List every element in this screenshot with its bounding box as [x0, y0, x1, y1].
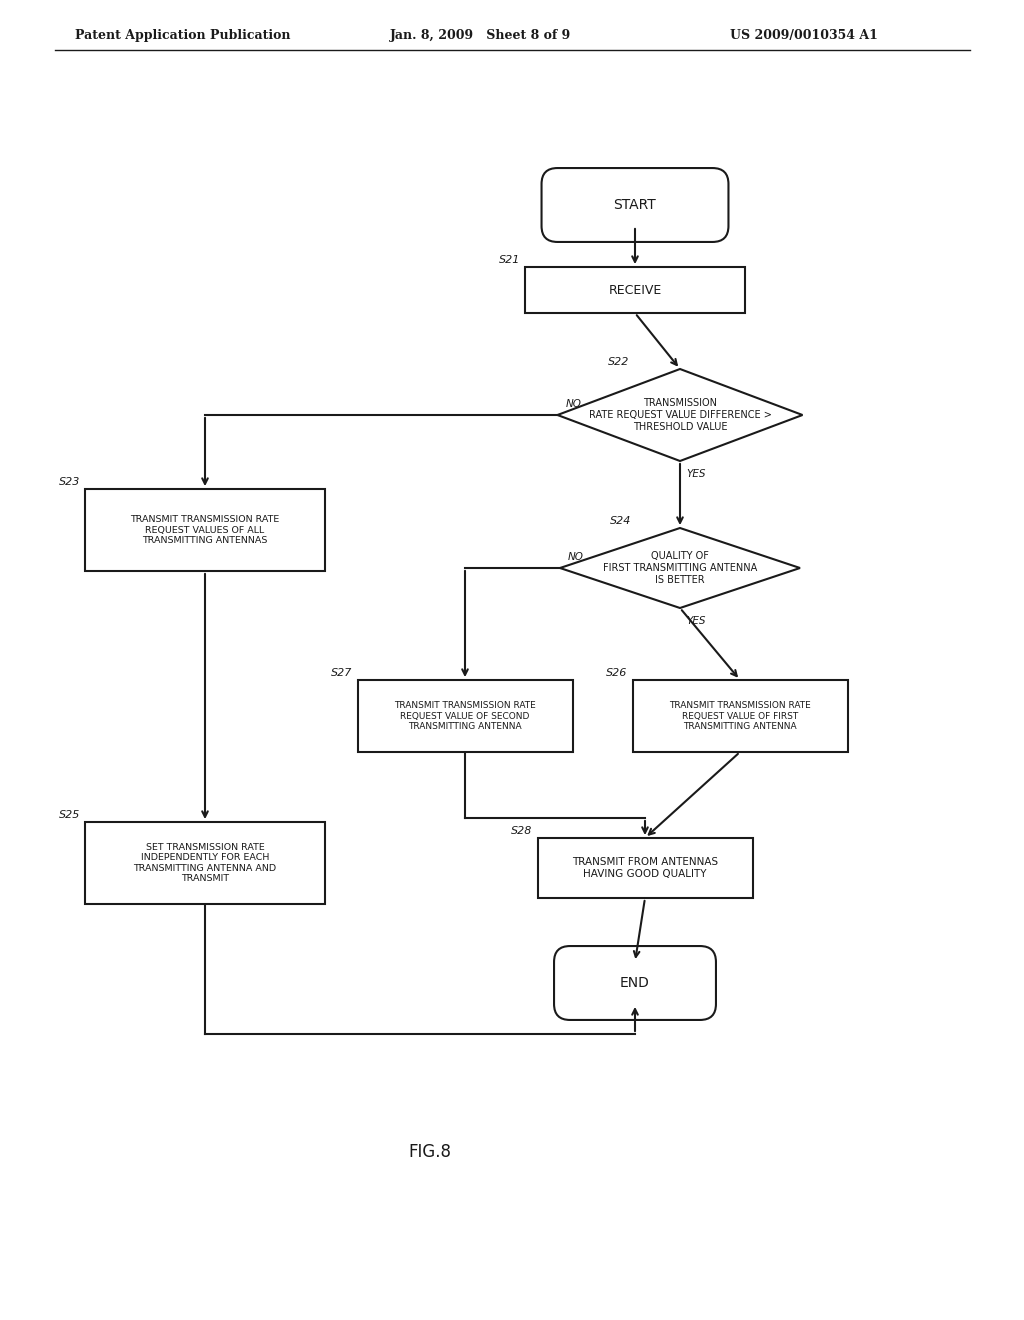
Text: RECEIVE: RECEIVE	[608, 284, 662, 297]
Text: NO: NO	[568, 552, 584, 562]
Text: S27: S27	[331, 668, 352, 678]
Text: S26: S26	[606, 668, 628, 678]
Text: S21: S21	[499, 255, 520, 265]
Text: TRANSMIT TRANSMISSION RATE
REQUEST VALUE OF FIRST
TRANSMITTING ANTENNA: TRANSMIT TRANSMISSION RATE REQUEST VALUE…	[669, 701, 811, 731]
Polygon shape	[557, 370, 803, 461]
FancyBboxPatch shape	[542, 168, 728, 242]
Bar	[538, 838, 753, 898]
Text: TRANSMISSION
RATE REQUEST VALUE DIFFERENCE >
THRESHOLD VALUE: TRANSMISSION RATE REQUEST VALUE DIFFEREN…	[589, 399, 771, 432]
Text: TRANSMIT TRANSMISSION RATE
REQUEST VALUE OF SECOND
TRANSMITTING ANTENNA: TRANSMIT TRANSMISSION RATE REQUEST VALUE…	[394, 701, 536, 731]
Bar	[85, 822, 325, 904]
Bar	[525, 267, 745, 313]
Bar	[633, 680, 848, 752]
Bar	[357, 680, 572, 752]
Text: Jan. 8, 2009   Sheet 8 of 9: Jan. 8, 2009 Sheet 8 of 9	[390, 29, 571, 41]
Text: S25: S25	[58, 810, 80, 820]
Text: US 2009/0010354 A1: US 2009/0010354 A1	[730, 29, 878, 41]
Bar	[85, 488, 325, 572]
Text: END: END	[621, 975, 650, 990]
Text: TRANSMIT FROM ANTENNAS
HAVING GOOD QUALITY: TRANSMIT FROM ANTENNAS HAVING GOOD QUALI…	[572, 857, 718, 879]
Text: START: START	[613, 198, 656, 213]
Text: S23: S23	[58, 477, 80, 487]
Text: S24: S24	[610, 516, 632, 525]
Text: NO: NO	[565, 399, 582, 409]
Text: FIG.8: FIG.8	[409, 1143, 452, 1162]
FancyBboxPatch shape	[554, 946, 716, 1020]
Text: Patent Application Publication: Patent Application Publication	[75, 29, 291, 41]
Text: QUALITY OF
FIRST TRANSMITTING ANTENNA
IS BETTER: QUALITY OF FIRST TRANSMITTING ANTENNA IS…	[603, 552, 757, 585]
Text: SET TRANSMISSION RATE
INDEPENDENTLY FOR EACH
TRANSMITTING ANTENNA AND
TRANSMIT: SET TRANSMISSION RATE INDEPENDENTLY FOR …	[133, 843, 276, 883]
Text: YES: YES	[686, 469, 706, 479]
Text: S22: S22	[607, 356, 629, 367]
Polygon shape	[560, 528, 800, 609]
Text: YES: YES	[686, 616, 706, 626]
Text: S28: S28	[511, 826, 532, 836]
Text: TRANSMIT TRANSMISSION RATE
REQUEST VALUES OF ALL
TRANSMITTING ANTENNAS: TRANSMIT TRANSMISSION RATE REQUEST VALUE…	[130, 515, 280, 545]
